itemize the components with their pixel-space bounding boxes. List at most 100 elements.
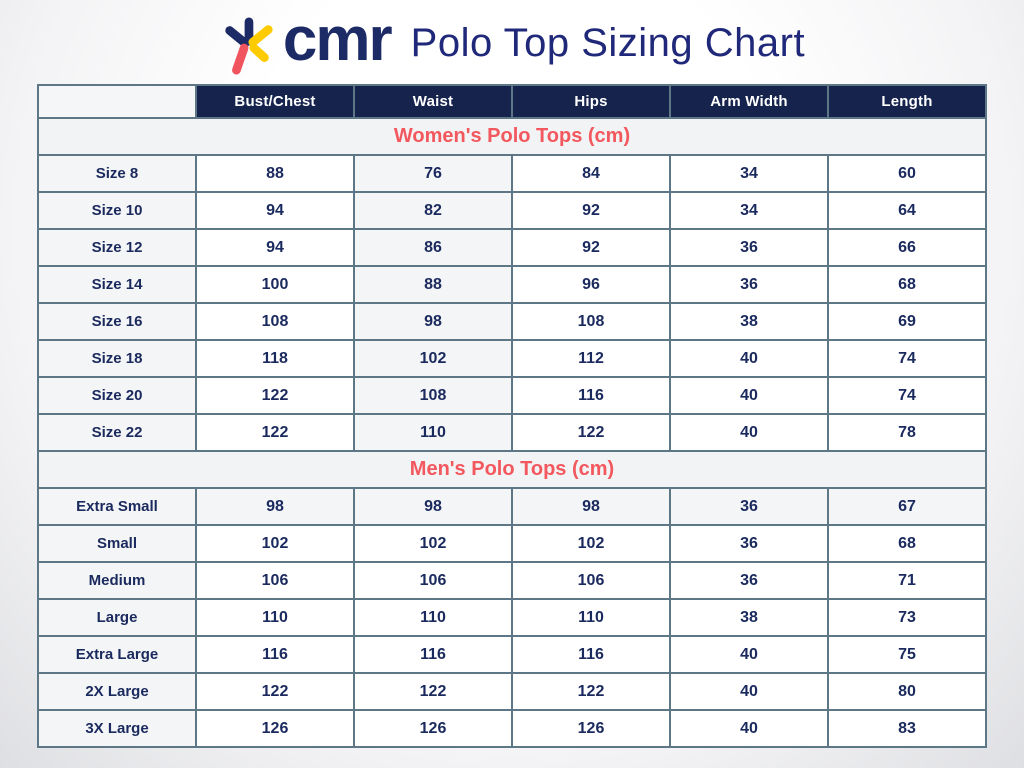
section-header-row: Men's Polo Tops (cm) <box>37 450 987 489</box>
table-row: 2X Large 122 122 122 40 80 <box>37 672 987 711</box>
brand-logo: cmr <box>219 5 393 78</box>
value-cell: 40 <box>669 672 829 711</box>
value-cell: 83 <box>827 709 987 748</box>
value-cell: 126 <box>195 709 355 748</box>
table-row: Size 10 94 82 92 34 64 <box>37 191 987 230</box>
value-cell: 126 <box>353 709 513 748</box>
table-row: Small 102 102 102 36 68 <box>37 524 987 563</box>
logo-asterisk-icon <box>225 17 273 75</box>
value-cell: 100 <box>195 265 355 304</box>
value-cell: 98 <box>353 302 513 341</box>
size-label-cell: Size 10 <box>37 191 197 230</box>
value-cell: 122 <box>195 413 355 452</box>
value-cell: 92 <box>511 191 671 230</box>
value-cell: 122 <box>195 672 355 711</box>
size-label-cell: Size 18 <box>37 339 197 378</box>
section-title: Men's Polo Tops (cm) <box>37 450 987 489</box>
size-label-cell: 3X Large <box>37 709 197 748</box>
table-row: Size 18 118 102 112 40 74 <box>37 339 987 378</box>
value-cell: 34 <box>669 154 829 193</box>
value-cell: 118 <box>195 339 355 378</box>
value-cell: 40 <box>669 413 829 452</box>
value-cell: 98 <box>353 487 513 526</box>
value-cell: 116 <box>353 635 513 674</box>
value-cell: 106 <box>195 561 355 600</box>
value-cell: 74 <box>827 376 987 415</box>
value-cell: 68 <box>827 524 987 563</box>
value-cell: 74 <box>827 339 987 378</box>
value-cell: 106 <box>511 561 671 600</box>
table-row: Size 8 88 76 84 34 60 <box>37 154 987 193</box>
size-label-cell: Size 8 <box>37 154 197 193</box>
column-header: Bust/Chest <box>195 84 355 119</box>
value-cell: 76 <box>353 154 513 193</box>
value-cell: 106 <box>353 561 513 600</box>
value-cell: 78 <box>827 413 987 452</box>
value-cell: 40 <box>669 376 829 415</box>
value-cell: 102 <box>353 524 513 563</box>
value-cell: 73 <box>827 598 987 637</box>
value-cell: 122 <box>195 376 355 415</box>
value-cell: 64 <box>827 191 987 230</box>
value-cell: 92 <box>511 228 671 267</box>
size-label-cell: Medium <box>37 561 197 600</box>
value-cell: 82 <box>353 191 513 230</box>
size-label-cell: Large <box>37 598 197 637</box>
brand-name: cmr <box>282 5 393 74</box>
value-cell: 36 <box>669 487 829 526</box>
value-cell: 38 <box>669 302 829 341</box>
section-title: Women's Polo Tops (cm) <box>37 117 987 156</box>
column-header: Arm Width <box>669 84 829 119</box>
value-cell: 71 <box>827 561 987 600</box>
value-cell: 88 <box>353 265 513 304</box>
value-cell: 110 <box>195 598 355 637</box>
value-cell: 66 <box>827 228 987 267</box>
size-label-cell: Small <box>37 524 197 563</box>
value-cell: 68 <box>827 265 987 304</box>
value-cell: 108 <box>353 376 513 415</box>
table-row: Extra Small 98 98 98 36 67 <box>37 487 987 526</box>
value-cell: 110 <box>353 413 513 452</box>
value-cell: 40 <box>669 339 829 378</box>
value-cell: 36 <box>669 228 829 267</box>
value-cell: 126 <box>511 709 671 748</box>
value-cell: 38 <box>669 598 829 637</box>
table-row: Medium 106 106 106 36 71 <box>37 561 987 600</box>
size-label-cell: Extra Large <box>37 635 197 674</box>
value-cell: 40 <box>669 635 829 674</box>
table-row: Large 110 110 110 38 73 <box>37 598 987 637</box>
value-cell: 122 <box>511 672 671 711</box>
column-header: Hips <box>511 84 671 119</box>
value-cell: 110 <box>511 598 671 637</box>
value-cell: 98 <box>511 487 671 526</box>
value-cell: 36 <box>669 524 829 563</box>
table-body: Women's Polo Tops (cm) Size 8 88 76 84 34 60 Si… <box>37 117 987 748</box>
size-label-cell: Size 12 <box>37 228 197 267</box>
header: cmr Polo Top Sizing Chart <box>0 0 1024 82</box>
value-cell: 94 <box>195 228 355 267</box>
value-cell: 102 <box>195 524 355 563</box>
value-cell: 34 <box>669 191 829 230</box>
value-cell: 102 <box>353 339 513 378</box>
column-header: Length <box>827 84 987 119</box>
table-row: 3X Large 126 126 126 40 83 <box>37 709 987 748</box>
size-label-cell: Extra Small <box>37 487 197 526</box>
column-header: Waist <box>353 84 513 119</box>
value-cell: 67 <box>827 487 987 526</box>
value-cell: 86 <box>353 228 513 267</box>
value-cell: 108 <box>195 302 355 341</box>
value-cell: 88 <box>195 154 355 193</box>
corner-cell <box>37 84 197 119</box>
value-cell: 60 <box>827 154 987 193</box>
value-cell: 110 <box>353 598 513 637</box>
value-cell: 69 <box>827 302 987 341</box>
value-cell: 96 <box>511 265 671 304</box>
table-row: Size 22 122 110 122 40 78 <box>37 413 987 452</box>
size-label-cell: Size 20 <box>37 376 197 415</box>
size-label-cell: Size 14 <box>37 265 197 304</box>
sizing-table: Bust/Chest Waist Hips Arm Width Length Women… <box>37 84 987 748</box>
value-cell: 80 <box>827 672 987 711</box>
page-title: Polo Top Sizing Chart <box>410 20 806 65</box>
value-cell: 75 <box>827 635 987 674</box>
value-cell: 122 <box>353 672 513 711</box>
